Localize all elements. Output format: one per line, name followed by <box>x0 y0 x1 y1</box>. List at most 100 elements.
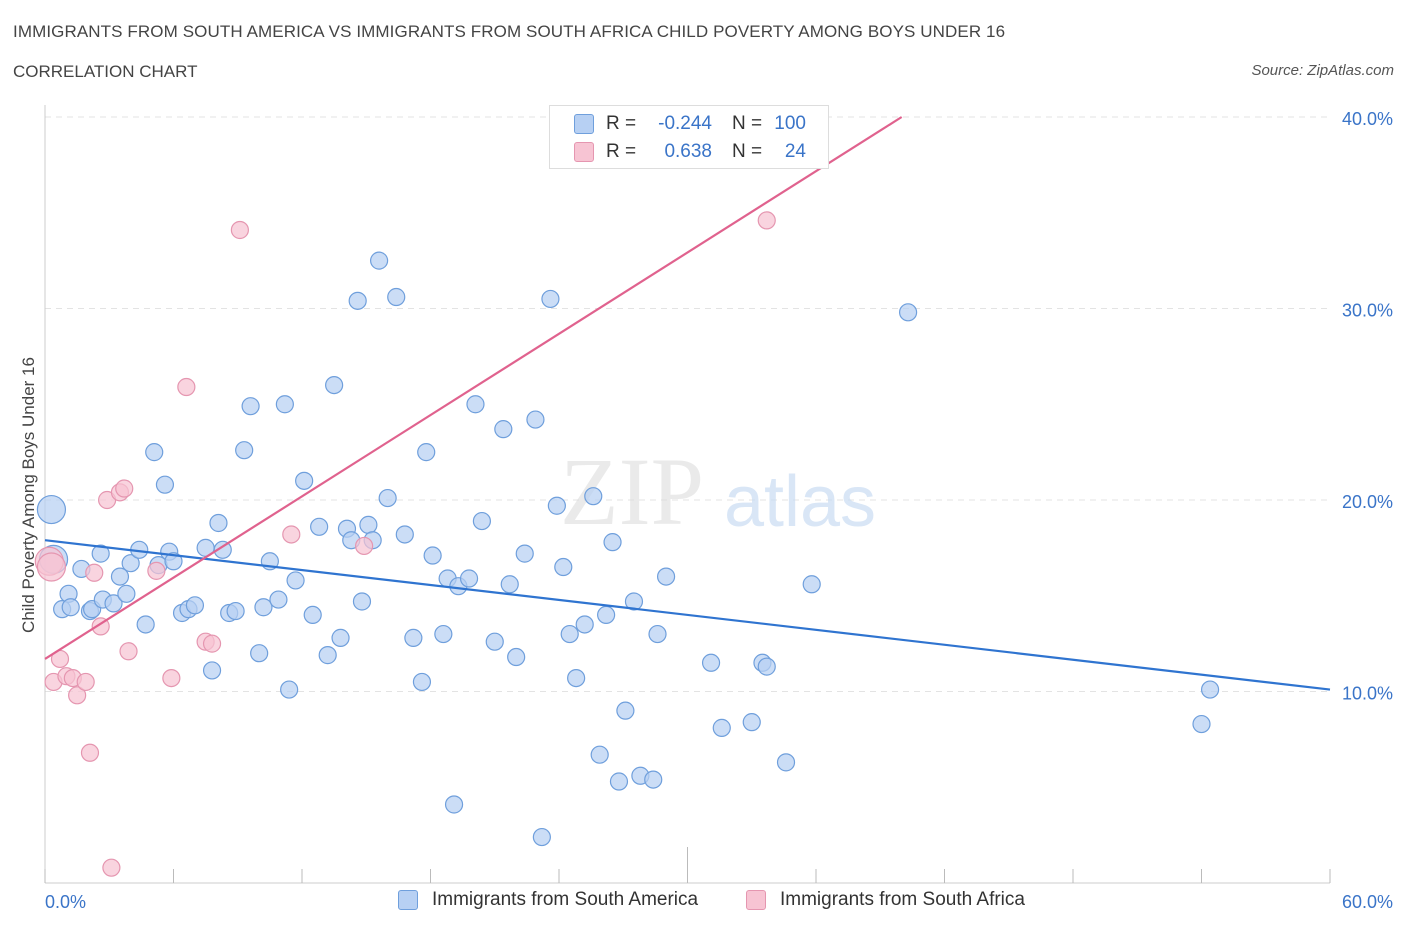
scatter-point <box>609 772 629 791</box>
scatter-point <box>776 753 796 772</box>
scatter-point <box>494 420 513 439</box>
scatter-point <box>507 647 526 667</box>
legend-swatch-blue <box>398 890 418 910</box>
scatter-point <box>532 827 551 847</box>
scatter-point <box>348 291 367 310</box>
x-tick-label: 60.0% <box>1342 892 1393 912</box>
scatter-point <box>359 515 378 534</box>
scatter-point <box>1192 714 1211 734</box>
y-tick-label: 40.0% <box>1342 109 1393 129</box>
scatter-point <box>603 533 622 552</box>
scatter-point <box>241 397 260 416</box>
scatter-point <box>802 575 821 594</box>
legend-r-value: -0.244 <box>658 113 712 134</box>
y-tick-label: 20.0% <box>1342 492 1393 512</box>
scatter-point <box>500 575 519 594</box>
legend-item-south-africa: Immigrants from South Africa <box>746 889 1025 911</box>
scatter-point <box>757 211 776 230</box>
scatter-point <box>387 287 406 307</box>
legend-r-value: 0.638 <box>664 141 712 162</box>
scatter-point <box>370 251 389 270</box>
scatter-point <box>423 546 442 565</box>
scatter-point <box>61 598 80 617</box>
scatter-point <box>36 552 67 582</box>
legend-swatch-blue <box>574 114 594 134</box>
scatter-point <box>560 624 579 644</box>
scatter-point <box>202 661 222 680</box>
scatter-point <box>280 680 299 699</box>
series-south-africa <box>34 211 776 877</box>
correlation-legend: R = -0.244 N = 100 R = 0.638 N = 24 <box>549 105 829 169</box>
scatter-point <box>757 657 776 676</box>
legend-item-south-america: Immigrants from South America <box>398 889 698 911</box>
y-axis-label: Child Poverty Among Boys Under 16 <box>19 357 38 633</box>
scatter-point <box>269 590 288 609</box>
scatter-point <box>275 395 294 414</box>
scatter-point <box>417 443 436 462</box>
watermark: ZIP atlas <box>560 438 876 545</box>
scatter-point <box>554 557 573 577</box>
scatter-point <box>412 672 432 692</box>
legend-n-label: N = <box>732 141 763 162</box>
series-legend: Immigrants from South America Immigrants… <box>0 889 1406 915</box>
legend-row-south-america: R = -0.244 N = 100 <box>574 112 806 136</box>
legend-row-south-africa: R = 0.638 N = 24 <box>574 140 806 164</box>
scatter-point <box>80 743 100 762</box>
scatter-point <box>250 644 269 663</box>
legend-n-value: 100 <box>774 113 806 134</box>
scatter-point <box>395 525 414 544</box>
scatter-point <box>434 624 453 644</box>
scatter-point <box>459 569 479 588</box>
x-tick-label: 0.0% <box>45 892 86 912</box>
scatter-point <box>286 571 305 590</box>
scatter-point <box>466 395 485 414</box>
scatter-point <box>162 668 181 688</box>
scatter-point <box>584 487 603 506</box>
scatter-point <box>644 770 663 789</box>
scatter-point <box>104 594 123 613</box>
scatter-point <box>121 554 140 573</box>
scatter-point <box>472 511 491 531</box>
scatter-point <box>541 289 560 309</box>
scatter-point <box>226 601 245 621</box>
scatter-point <box>147 561 166 580</box>
legend-item-label: Immigrants from South Africa <box>780 889 1025 910</box>
scatter-point <box>36 494 67 525</box>
scatter-point <box>119 642 138 661</box>
legend-item-label: Immigrants from South America <box>432 889 699 910</box>
scatter-point <box>318 646 337 665</box>
legend-r-label: R = <box>606 141 637 162</box>
scatter-point <box>76 672 95 692</box>
trend-line <box>44 116 903 660</box>
scatter-point <box>185 596 205 615</box>
scatter-point <box>85 563 104 582</box>
scatter-point <box>567 668 586 688</box>
scatter-point <box>898 303 918 322</box>
scatter-point <box>325 376 344 395</box>
y-tick-label: 10.0% <box>1342 684 1393 704</box>
scatter-point <box>515 544 534 563</box>
scatter-point <box>155 475 175 494</box>
scatter-point <box>444 795 464 814</box>
scatter-point <box>331 628 350 647</box>
scatter-point <box>102 858 121 877</box>
watermark-zip: ZIP <box>560 438 704 545</box>
scatter-point <box>177 377 196 397</box>
scatter-point <box>202 634 222 653</box>
chart-subtitle: CORRELATION CHART <box>13 62 198 81</box>
scatter-point <box>110 567 130 586</box>
chart-title: IMMIGRANTS FROM SOUTH AMERICA VS IMMIGRA… <box>13 22 1006 41</box>
scatter-point <box>1200 680 1220 699</box>
scatter-point <box>164 552 183 571</box>
scatter-point <box>295 471 314 490</box>
scatter-point <box>656 567 676 586</box>
scatter-point <box>235 441 254 460</box>
scatter-point <box>303 605 322 625</box>
scatter-point <box>209 513 228 533</box>
scatter-point <box>115 479 134 498</box>
scatter-point <box>590 745 609 764</box>
scatter-point <box>485 632 504 651</box>
scatter-point <box>378 488 397 508</box>
scatter-point <box>355 536 374 556</box>
